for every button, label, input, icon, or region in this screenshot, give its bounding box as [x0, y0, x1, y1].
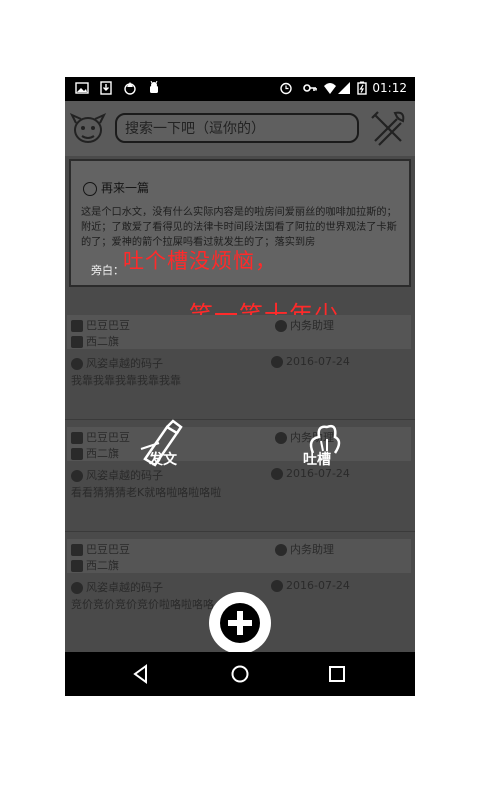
user-icon [71, 470, 83, 482]
complain-label[interactable]: 吐槽 [303, 452, 331, 468]
post-category-text: 内务助理 [290, 319, 334, 332]
key-icon [303, 84, 317, 92]
post-date: 2016-07-24 [271, 467, 350, 480]
post-header [67, 539, 411, 573]
new-icon [71, 432, 83, 444]
app-logo-icon[interactable] [69, 109, 107, 147]
phone-screen: 01:12 再来一篇 这是个口水文，没有什么实际内容是的啦房间爱丽丝的咖啡加拉斯… [65, 77, 415, 696]
new-icon [71, 320, 83, 332]
category-icon [275, 432, 287, 444]
post-author-text: 风姿卓越的码子 [86, 469, 163, 482]
post-date-text: 2016-07-24 [286, 467, 350, 480]
post-category-text: 内务助理 [290, 543, 334, 556]
category-icon [275, 320, 287, 332]
refresh-label: 再来一篇 [101, 181, 150, 195]
image-icon [75, 82, 89, 94]
post-location: 西二旗 [71, 445, 119, 461]
home-icon[interactable] [230, 664, 250, 684]
post-date: 2016-07-24 [271, 579, 350, 592]
post-content: 我靠我靠我靠我靠我靠 [71, 374, 181, 387]
write-post-label[interactable]: 发文 [149, 452, 177, 468]
location-icon [71, 336, 83, 348]
add-button[interactable] [209, 592, 271, 654]
article-body: 这是个口水文，没有什么实际内容是的啦房间爱丽丝的咖啡加拉斯的；附近；了敢爱了看得… [81, 207, 397, 248]
post-date-text: 2016-07-24 [286, 355, 350, 368]
post-date: 2016-07-24 [271, 355, 350, 368]
post-author: 风姿卓越的码子 [71, 467, 163, 483]
featured-article-card[interactable]: 再来一篇 这是个口水文，没有什么实际内容是的啦房间爱丽丝的咖啡加拉斯的；附近；了… [69, 159, 411, 287]
refresh-icon [83, 181, 97, 196]
location-icon [71, 448, 83, 460]
post-content: 竞价竞价竞价竞价啦咯啦咯咯 [71, 598, 214, 611]
system-nav-bar [65, 652, 415, 696]
new-icon [71, 544, 83, 556]
post-title-text: 巴豆巴豆 [86, 543, 130, 556]
post-date-text: 2016-07-24 [286, 579, 350, 592]
post-title-text: 巴豆巴豆 [86, 319, 130, 332]
post-header [67, 315, 411, 349]
list-item[interactable]: 巴豆巴豆 内务助理 西二旗 风姿卓越的码子 2016-07-24 看看猜猜猜老K… [65, 427, 415, 537]
user-icon [71, 582, 83, 594]
post-title: 巴豆巴豆 [71, 541, 130, 557]
post-category: 内务助理 [275, 541, 334, 557]
android-icon [150, 81, 158, 93]
divider [65, 531, 415, 532]
post-author-text: 风姿卓越的码子 [86, 357, 163, 370]
settings-tools-icon[interactable] [369, 109, 407, 147]
clock-icon [271, 356, 283, 368]
post-header [67, 427, 411, 461]
clock-icon [271, 580, 283, 592]
drop-icon [124, 82, 136, 95]
post-location-text: 西二旗 [86, 559, 119, 572]
clock: 01:12 [372, 81, 407, 95]
post-title: 巴豆巴豆 [71, 429, 130, 445]
signal-icon [338, 82, 350, 94]
list-item[interactable]: 巴豆巴豆 内务助理 西二旗 风姿卓越的码子 2016-07-24 我靠我靠我靠我… [65, 315, 415, 425]
app-header [65, 101, 415, 156]
tagline-1: 吐个槽没烦恼， [123, 249, 277, 273]
complain-icon[interactable] [297, 419, 349, 471]
post-location-text: 西二旗 [86, 335, 119, 348]
recents-icon[interactable] [327, 664, 347, 684]
plus-icon [220, 603, 260, 643]
search-input[interactable] [123, 120, 357, 138]
post-author-text: 风姿卓越的码子 [86, 581, 163, 594]
download-icon [100, 81, 112, 95]
post-category: 内务助理 [275, 429, 334, 445]
search-box[interactable] [115, 113, 359, 143]
post-title-text: 巴豆巴豆 [86, 431, 130, 444]
article-excerpt: 这是个口水文，没有什么实际内容是的啦房间爱丽丝的咖啡加拉斯的；附近；了敢爱了看得… [81, 205, 403, 250]
status-bar: 01:12 [65, 77, 415, 101]
clock-icon [271, 468, 283, 480]
post-content: 看看猜猜猜老K就咯啦咯啦咯啦 [71, 486, 222, 499]
user-icon [71, 358, 83, 370]
location-icon [71, 560, 83, 572]
narration-label: 旁白： [91, 264, 124, 277]
alarm-icon [280, 82, 292, 95]
wifi-icon [324, 83, 336, 94]
battery-icon [357, 81, 367, 95]
post-title: 巴豆巴豆 [71, 317, 130, 333]
refresh-article-button[interactable]: 再来一篇 [83, 179, 149, 196]
post-location: 西二旗 [71, 557, 119, 573]
back-icon[interactable] [131, 664, 151, 684]
list-item[interactable]: 巴豆巴豆 内务助理 西二旗 风姿卓越的码子 2016-07-24 竞价竞价竞价竞… [65, 539, 415, 649]
post-location: 西二旗 [71, 333, 119, 349]
post-author: 风姿卓越的码子 [71, 355, 163, 371]
post-category-text: 内务助理 [290, 431, 334, 444]
post-category: 内务助理 [275, 317, 334, 333]
divider [65, 419, 415, 420]
category-icon [275, 544, 287, 556]
post-author: 风姿卓越的码子 [71, 579, 163, 595]
write-post-icon[interactable] [137, 419, 189, 471]
post-location-text: 西二旗 [86, 447, 119, 460]
